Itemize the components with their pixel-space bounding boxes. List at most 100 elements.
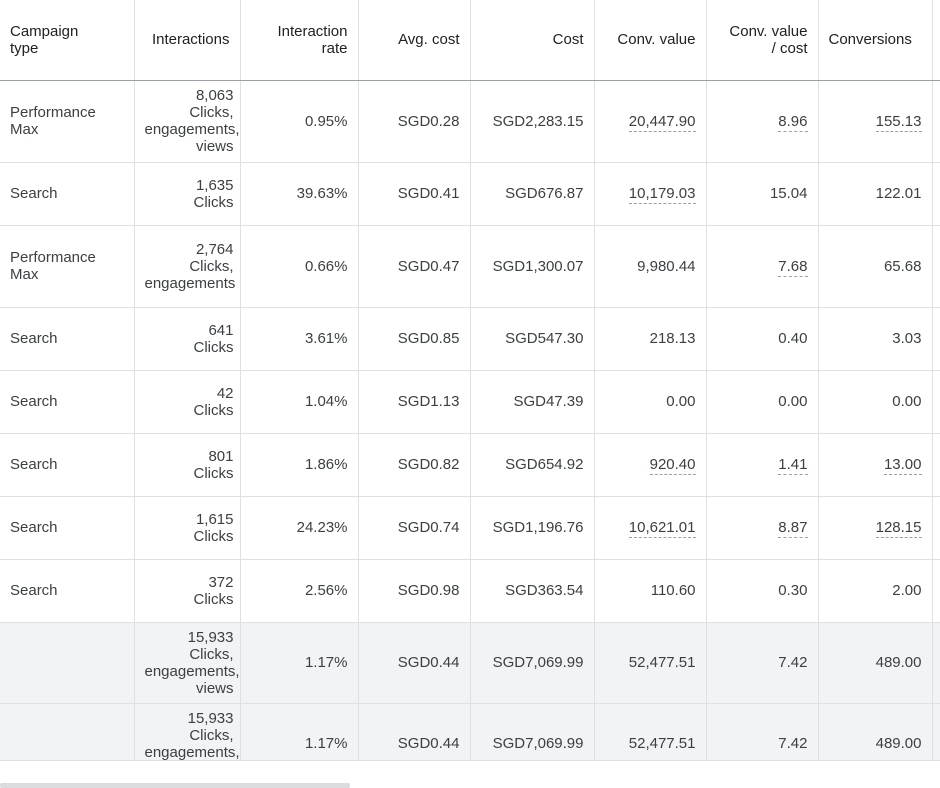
value-per-cost-link[interactable]: 7.42 bbox=[778, 735, 808, 752]
conversions-cell[interactable]: 489.00 bbox=[818, 703, 933, 760]
table-row[interactable]: Search 1,615 Clicks 24.23% SGD0.74 SGD1,196.7… bbox=[0, 496, 940, 560]
conv-value-cell[interactable]: 0.00 bbox=[594, 370, 707, 434]
campaign-type-cell-text: Search bbox=[10, 456, 58, 473]
conversions-cell[interactable]: 13.00 bbox=[818, 433, 933, 497]
conversions-link[interactable]: 2.00 bbox=[892, 582, 922, 599]
campaign-type-cell: Search bbox=[0, 370, 135, 434]
conv-value-cell[interactable]: 110.60 bbox=[594, 559, 707, 623]
value-per-cost-cell[interactable]: 1.41 bbox=[706, 433, 819, 497]
avg-cost-cell: SGD0.41 bbox=[358, 162, 471, 226]
interaction-rate-cell-text: 1.86% bbox=[304, 456, 348, 473]
conv-value-link[interactable]: 218.13 bbox=[649, 330, 696, 347]
conversions-link[interactable]: 489.00 bbox=[875, 735, 922, 752]
conv-value-cell[interactable]: 10,621.01 bbox=[594, 496, 707, 560]
interaction-rate-cell: 3.61% bbox=[240, 307, 359, 371]
avg-cost-cell: SGD0.44 bbox=[358, 703, 471, 760]
conversions-link[interactable]: 13.00 bbox=[883, 456, 922, 475]
overflow-cell bbox=[932, 703, 940, 760]
interaction-rate-cell-text: 3.61% bbox=[304, 330, 348, 347]
value-per-cost-link[interactable]: 8.96 bbox=[778, 112, 808, 132]
table-row[interactable]: Search 42 Clicks 1.04% SGD1.13 SGD47.39 0.00 0.… bbox=[0, 370, 940, 434]
conv-value-link[interactable]: 9,980.44 bbox=[637, 257, 696, 275]
interaction-rate-cell: 1.86% bbox=[240, 433, 359, 497]
conv-value-cell[interactable]: 9,980.44 bbox=[594, 225, 707, 308]
campaign-type-cell-text: Search bbox=[10, 582, 58, 599]
conversions-cell[interactable]: 155.13 bbox=[818, 80, 933, 163]
value-per-cost-link[interactable]: 7.42 bbox=[778, 654, 808, 671]
value-per-cost-cell[interactable]: 0.00 bbox=[706, 370, 819, 434]
interactions-type-line: engagements, bbox=[144, 121, 240, 138]
table-row[interactable]: Performance Max 8,063 Clicks, engagements, v… bbox=[0, 80, 940, 163]
conv-value-link[interactable]: 20,447.90 bbox=[628, 112, 696, 132]
conv-value-link[interactable]: 0.00 bbox=[666, 393, 696, 410]
value-per-cost-link[interactable]: 7.68 bbox=[778, 257, 808, 277]
conversions-link[interactable]: 0.00 bbox=[892, 393, 922, 410]
value-per-cost-link[interactable]: 0.30 bbox=[778, 582, 808, 599]
col-header-avg-cost[interactable]: Avg. cost bbox=[358, 0, 471, 81]
conv-value-cell[interactable]: 20,447.90 bbox=[594, 80, 707, 163]
value-per-cost-link[interactable]: 8.87 bbox=[778, 519, 808, 538]
avg-cost-cell-text: SGD0.44 bbox=[397, 654, 460, 671]
overflow-cell bbox=[932, 433, 940, 497]
conversions-link[interactable]: 155.13 bbox=[875, 112, 922, 132]
interactions-type-line: Clicks, bbox=[189, 726, 234, 744]
col-header-interactions[interactable]: Interactions bbox=[134, 0, 241, 81]
col-header-campaign-type[interactable]: Campaign type bbox=[0, 0, 135, 81]
conversions-link[interactable]: 128.15 bbox=[875, 519, 922, 538]
value-per-cost-link[interactable]: 15.04 bbox=[769, 185, 808, 202]
cost-cell: SGD654.92 bbox=[470, 433, 595, 497]
overflow-cell bbox=[932, 370, 940, 434]
value-per-cost-cell[interactable]: 15.04 bbox=[706, 162, 819, 226]
value-per-cost-cell[interactable]: 0.40 bbox=[706, 307, 819, 371]
conv-value-link[interactable]: 110.60 bbox=[650, 582, 696, 599]
conversions-cell[interactable]: 3.03 bbox=[818, 307, 933, 371]
conv-value-link[interactable]: 52,477.51 bbox=[628, 735, 696, 752]
value-per-cost-cell[interactable]: 7.68 bbox=[706, 225, 819, 308]
horizontal-scrollbar[interactable] bbox=[0, 783, 350, 788]
col-header-overflow bbox=[932, 0, 940, 81]
conversions-link[interactable]: 3.03 bbox=[892, 330, 922, 347]
conv-value-cell[interactable]: 920.40 bbox=[594, 433, 707, 497]
table-row[interactable]: Search 801 Clicks 1.86% SGD0.82 SGD654.92 920.… bbox=[0, 433, 940, 497]
col-header-conv-value[interactable]: Conv. value bbox=[594, 0, 707, 81]
value-per-cost-cell[interactable]: 8.96 bbox=[706, 80, 819, 163]
overflow-cell bbox=[932, 496, 940, 560]
interactions-type-line: Clicks, bbox=[189, 645, 234, 663]
value-per-cost-link[interactable]: 0.00 bbox=[778, 393, 808, 410]
value-per-cost-link[interactable]: 0.40 bbox=[778, 330, 808, 347]
col-header-interaction-rate[interactable]: Interaction rate bbox=[240, 0, 359, 81]
conv-value-link[interactable]: 10,621.01 bbox=[628, 519, 696, 538]
conversions-link[interactable]: 489.00 bbox=[875, 654, 922, 671]
interactions-type-line: engagements bbox=[144, 274, 236, 292]
conv-value-link[interactable]: 10,179.03 bbox=[628, 185, 696, 204]
value-per-cost-cell[interactable]: 8.87 bbox=[706, 496, 819, 560]
conversions-cell[interactable]: 122.01 bbox=[818, 162, 933, 226]
value-per-cost-cell[interactable]: 7.42 bbox=[706, 703, 819, 760]
conv-value-cell[interactable]: 52,477.51 bbox=[594, 622, 707, 704]
conversions-link[interactable]: 65.68 bbox=[883, 257, 922, 275]
conversions-cell[interactable]: 489.00 bbox=[818, 622, 933, 704]
conversions-link[interactable]: 122.01 bbox=[875, 185, 922, 202]
table-row[interactable]: Search 372 Clicks 2.56% SGD0.98 SGD363.54 110.… bbox=[0, 559, 940, 623]
conversions-cell[interactable]: 65.68 bbox=[818, 225, 933, 308]
conv-value-cell[interactable]: 218.13 bbox=[594, 307, 707, 371]
col-header-conv-value-per-cost[interactable]: Conv. value / cost bbox=[706, 0, 819, 81]
table-row[interactable]: Performance Max 2,764 Clicks, engagements 0.… bbox=[0, 225, 940, 308]
conv-value-cell[interactable]: 52,477.51 bbox=[594, 703, 707, 760]
conv-value-link[interactable]: 920.40 bbox=[649, 456, 696, 475]
col-header-conversions[interactable]: Conversions bbox=[818, 0, 933, 81]
conversions-cell[interactable]: 128.15 bbox=[818, 496, 933, 560]
conv-value-cell[interactable]: 10,179.03 bbox=[594, 162, 707, 226]
value-per-cost-cell[interactable]: 0.30 bbox=[706, 559, 819, 623]
col-header-cost[interactable]: Cost bbox=[470, 0, 595, 81]
conversions-cell[interactable]: 0.00 bbox=[818, 370, 933, 434]
value-per-cost-link[interactable]: 1.41 bbox=[778, 456, 808, 475]
conv-value-link[interactable]: 52,477.51 bbox=[628, 654, 696, 671]
table-row[interactable]: Search 641 Clicks 3.61% SGD0.85 SGD547.30 218.… bbox=[0, 307, 940, 371]
interactions-count: 8,063 bbox=[195, 87, 234, 104]
conversions-cell[interactable]: 2.00 bbox=[818, 559, 933, 623]
value-per-cost-cell[interactable]: 7.42 bbox=[706, 622, 819, 704]
table-row[interactable]: Search 1,635 Clicks 39.63% SGD0.41 SGD676.87 1… bbox=[0, 162, 940, 226]
